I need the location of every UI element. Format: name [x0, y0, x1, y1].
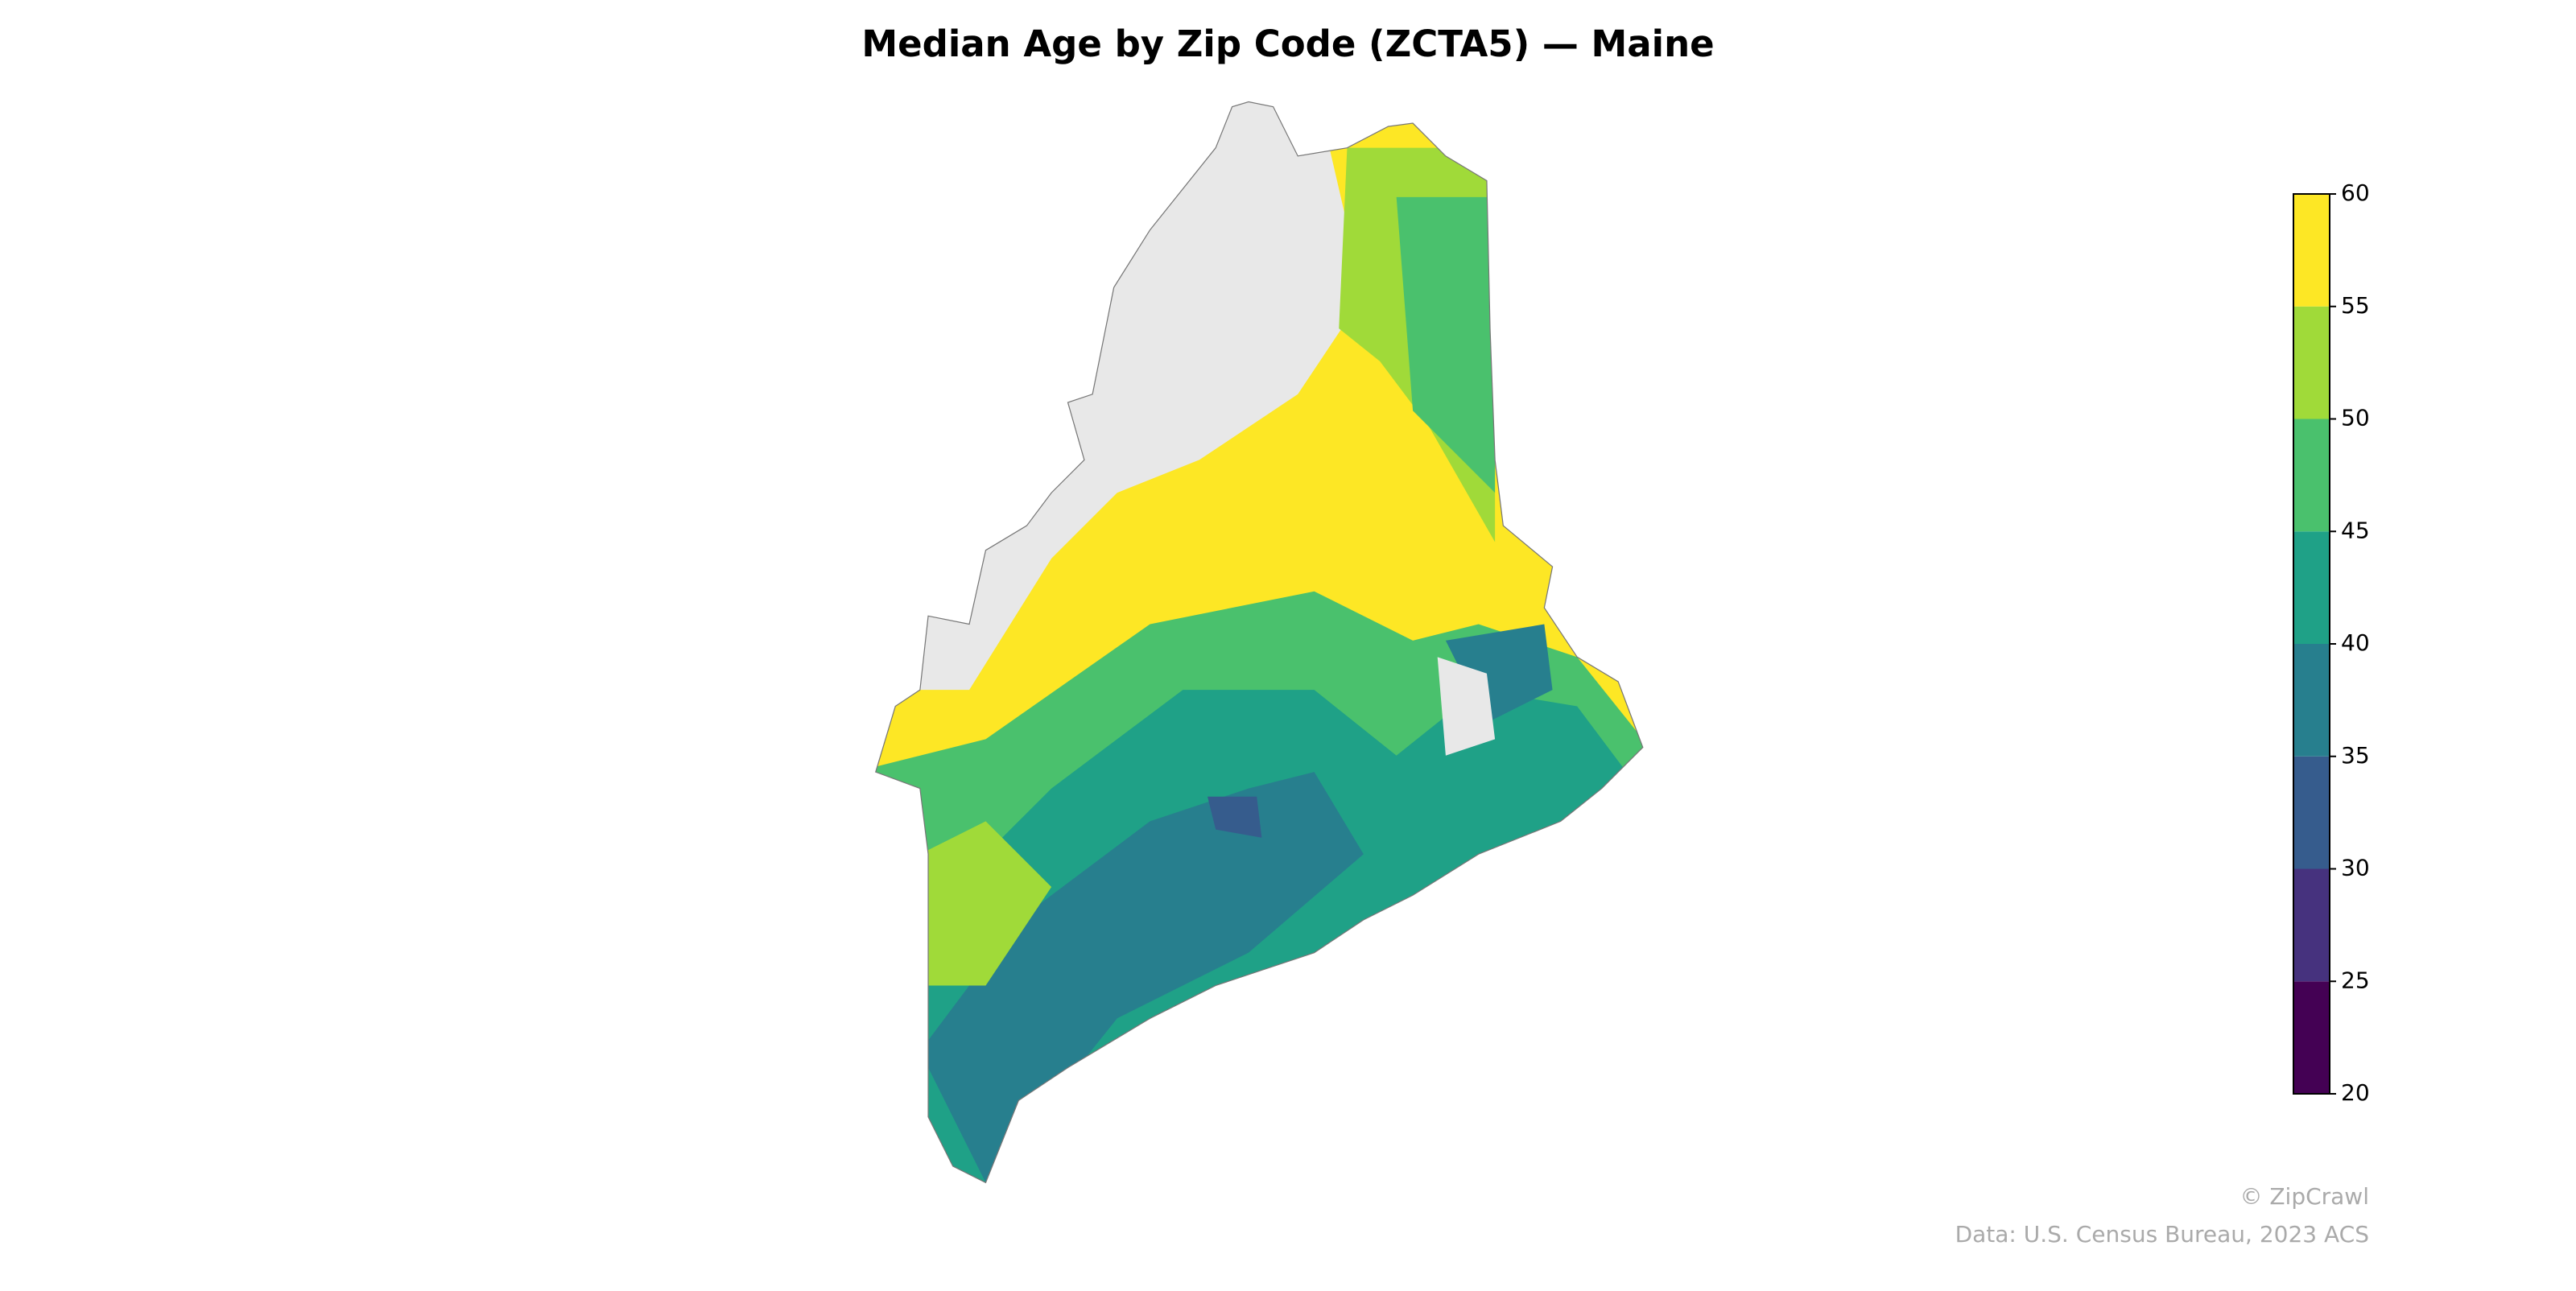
- map-region: [1445, 624, 1553, 723]
- colorbar-tick-label: 60: [2341, 179, 2370, 206]
- credit: © ZipCrawl: [2240, 1183, 2369, 1210]
- colorbar-tick-label: 30: [2341, 855, 2370, 881]
- colorbar-tick-label: 20: [2341, 1079, 2370, 1106]
- source: Data: U.S. Census Bureau, 2023 ACS: [1955, 1221, 2369, 1248]
- colorbar-segment: [2293, 644, 2330, 757]
- map-region: [1396, 196, 1496, 493]
- colorbar-segment: [2293, 868, 2330, 982]
- colorbar: 20 25 30 35 40 45 50 55 60: [2293, 179, 2370, 1106]
- colorbar-segment: [2293, 194, 2330, 307]
- colorbar-segment: [2293, 756, 2330, 869]
- colorbar-tick-label: 55: [2341, 292, 2370, 319]
- colorbar-tick-label: 25: [2341, 967, 2370, 993]
- state-outline: [874, 101, 1644, 1184]
- map-title: Median Age by Zip Code (ZCTA5) — Maine: [861, 23, 1714, 65]
- colorbar-segment: [2293, 306, 2330, 419]
- map-region: [919, 772, 1364, 1183]
- map-region: [919, 821, 1052, 986]
- colorbar-tick-label: 45: [2341, 517, 2370, 543]
- colorbar-tick-label: 40: [2341, 629, 2370, 656]
- colorbar-tick-label: 35: [2341, 742, 2370, 769]
- colorbar-segment: [2293, 419, 2330, 532]
- colorbar-tick-label: 50: [2341, 405, 2370, 431]
- state-map: [874, 101, 1644, 1184]
- map-region: [1207, 796, 1262, 838]
- map-region: [1437, 657, 1496, 756]
- colorbar-segment: [2293, 981, 2330, 1094]
- colorbar-segment: [2293, 531, 2330, 644]
